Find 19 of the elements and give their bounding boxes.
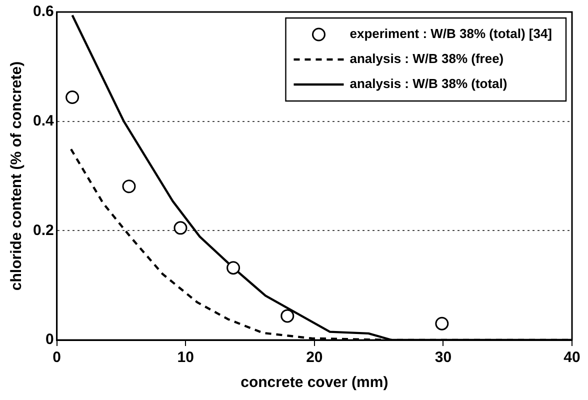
y-tick-label: 0 [46,331,54,348]
x-tick-label: 20 [306,349,323,366]
legend-label: experiment : W/B 38% (total) [34] [350,26,552,42]
y-tick-label: 0.2 [32,222,54,239]
point [66,90,80,104]
x-tick-label: 10 [177,349,194,366]
x-tick-label: 30 [434,349,452,366]
legend-label: analysis : W/B 38% (total) [350,76,508,92]
y-tick-label: 0.6 [32,3,54,20]
x-axis-title: concrete cover (mm) [240,374,388,392]
point [174,221,188,235]
point [280,309,294,323]
y-tick-label: 0.4 [32,112,54,130]
point [226,261,240,275]
x-tick-label: 40 [564,349,580,366]
point [435,316,449,330]
point [122,180,136,194]
legend-label: analysis : W/B 38% (free) [350,51,504,66]
y-axis-title: chloride content (% of concrete) [8,61,26,291]
